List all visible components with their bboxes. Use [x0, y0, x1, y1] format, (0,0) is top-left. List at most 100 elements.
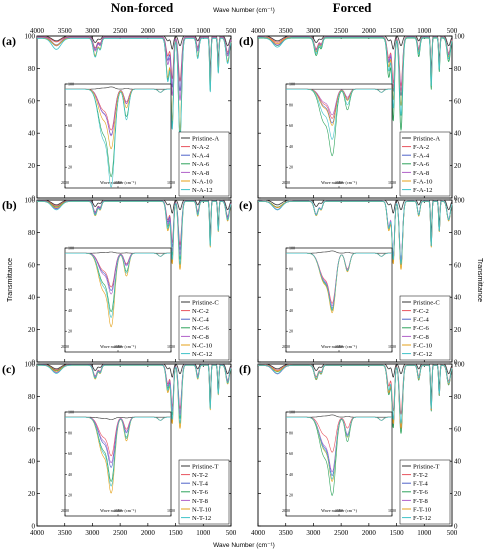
- legend-entry: F-A-4: [413, 153, 430, 160]
- y-tick-label-right: 20: [454, 326, 462, 334]
- inset-y-tick-label: 20: [68, 329, 72, 334]
- legend-entry: N-T-12: [192, 515, 211, 522]
- inset-y-tick-label: 40: [289, 308, 293, 313]
- series-line-N-C-4: [37, 200, 232, 252]
- y-tick-label-right: 60: [454, 97, 462, 105]
- x-tick-label: 1000: [417, 529, 432, 537]
- series-line-Pristine-A: [258, 35, 453, 69]
- y-tick-label-right: 20: [454, 162, 462, 170]
- series-line-Pristine-A: [37, 35, 232, 69]
- x-tick-label-top: 1000: [196, 27, 211, 35]
- x-tick-label-top: 2000: [362, 27, 377, 35]
- inset-y-tick-label: 40: [289, 472, 293, 477]
- inset-y-tick-label: 100: [289, 246, 295, 251]
- legend-entry: N-A-6: [192, 161, 210, 168]
- x-tick-label-top: 3000: [306, 27, 321, 35]
- panel-d: (d) 0 20 40 60 80 100 4000 3500 3000 2500 2000 1500 1…: [239, 27, 465, 203]
- panel-label: (d): [239, 34, 254, 48]
- inset-y-tick-label: 60: [289, 287, 293, 292]
- legend-entry: F-T-12: [413, 515, 431, 522]
- x-tick-label-top: 1500: [390, 27, 405, 35]
- series-line-N-A-8: [37, 36, 232, 101]
- series-line-N-A-4: [37, 36, 232, 91]
- panel-label: (e): [239, 198, 252, 212]
- legend-entry: F-T-6: [413, 489, 428, 496]
- inset-y-tick-label: 60: [68, 123, 72, 128]
- inset-x-tick-label: 1500: [335, 180, 343, 185]
- inset-y-tick-label: 80: [68, 102, 72, 107]
- y-tick-label: 60: [28, 425, 36, 433]
- inset-y-tick-label: 80: [68, 266, 72, 271]
- inset-series-N-C-12: [65, 252, 171, 319]
- inset-x-axis-label: Wave number (cm⁻¹): [321, 180, 357, 185]
- x-tick-label-top: 2000: [141, 27, 156, 35]
- legend-entry: N-C-4: [192, 317, 210, 324]
- series-line-F-A-2: [258, 36, 453, 88]
- inset-y-tick-label: 80: [289, 102, 293, 107]
- y-tick-label-right: 80: [454, 65, 462, 73]
- legend-entry: Pristine-A: [192, 135, 219, 142]
- legend-b: Pristine-C N-C-2 N-C-4N-C-6 N-C-8N-C-10 N-C-…: [178, 295, 230, 361]
- col-title-forced: Forced: [333, 0, 373, 15]
- panel-label: (a): [2, 34, 16, 48]
- x-tick-label: 1500: [169, 529, 184, 537]
- inset-y-tick-label: 40: [68, 472, 72, 477]
- series-line-N-T-12: [37, 364, 232, 424]
- y-tick-label: 100: [25, 197, 36, 205]
- legend-entry: N-T-10: [192, 506, 212, 513]
- inset-y-tick-label: 20: [68, 165, 72, 170]
- y-tick-label-right: 40: [454, 130, 462, 138]
- inset-x-tick-label: 2000: [282, 180, 290, 185]
- y-tick-label: 20: [28, 162, 36, 170]
- inset-a: 20 40 60 80 100 2000 1500 1000 Wave number (cm⁻¹…: [61, 82, 175, 189]
- y-tick-label: 40: [28, 130, 36, 138]
- inset-y-tick-label: 40: [68, 144, 72, 149]
- inset-x-tick-label: 2000: [282, 508, 290, 513]
- legend-entry: N-C-6: [192, 325, 210, 332]
- series-line-F-T-12: [258, 364, 453, 424]
- y-tick-label-right: 0: [454, 523, 458, 531]
- y-tick-label: 60: [28, 261, 36, 269]
- series-line-N-C-12: [37, 200, 232, 265]
- y-tick-label: 60: [28, 97, 36, 105]
- legend-f: Pristine-T F-T-2 F-T-4F-T-6 F-T-8F-T-10 F-T-…: [399, 459, 451, 525]
- x-tick-label: 2000: [362, 529, 377, 537]
- inset-x-axis-label: Wave number (cm⁻¹): [321, 508, 357, 513]
- inset-y-tick-label: 60: [289, 123, 293, 128]
- legend-entry: F-T-8: [413, 498, 428, 505]
- inset-y-tick-label: 40: [68, 308, 72, 313]
- inset-x-tick-label: 1500: [335, 344, 343, 349]
- legend-entry: Pristine-A: [413, 135, 440, 142]
- legend-box: [178, 295, 230, 361]
- inset-y-tick-label: 40: [289, 144, 293, 149]
- x-tick-label: 1000: [196, 529, 211, 537]
- y-tick-label: 0: [32, 359, 36, 367]
- series-line-Pristine-C: [258, 199, 453, 233]
- legend-d: Pristine-A F-A-2 F-A-4F-A-6 F-A-8F-A-10 F-A-…: [399, 131, 451, 197]
- series-line-Pristine-C: [37, 199, 232, 233]
- y-tick-label: 0: [32, 523, 36, 531]
- y-tick-label: 20: [28, 490, 36, 498]
- inset-x-tick-label: 1000: [167, 180, 175, 185]
- legend-entry: N-C-8: [192, 334, 210, 341]
- x-tick-label-top: 2500: [113, 27, 128, 35]
- y-tick-label-right: 60: [454, 261, 462, 269]
- inset-x-axis-label: Wave number (cm⁻¹): [100, 180, 136, 185]
- inset-x-tick-label: 1500: [335, 508, 343, 513]
- inset-y-tick-label: 20: [289, 493, 293, 498]
- series-line-F-T-2: [258, 364, 453, 416]
- inset-x-tick-label: 1000: [388, 508, 396, 513]
- y-tick-label: 40: [28, 294, 36, 302]
- inset-x-axis-label: Wave number (cm⁻¹): [100, 344, 136, 349]
- series-line-N-A-12: [37, 37, 232, 141]
- legend-a: Pristine-A N-A-2 N-A-4N-A-6 N-A-8N-A-10 N-A-…: [178, 131, 230, 197]
- inset-x-tick-label: 1000: [388, 180, 396, 185]
- inset-c: 20 40 60 80 100 2000 1500 1000 Wave number (cm⁻¹…: [61, 410, 175, 517]
- y-tick-label: 80: [28, 65, 36, 73]
- y-tick-label: 80: [28, 393, 36, 401]
- x-tick-label-top: 3500: [279, 27, 294, 35]
- legend-entry: F-A-10: [413, 178, 433, 185]
- inset-y-tick-label: 20: [68, 493, 72, 498]
- panels-group: (a) 0 20 40 60 80 100 40 0 0 3500 3000 2500 2000 1500 1…: [2, 27, 465, 537]
